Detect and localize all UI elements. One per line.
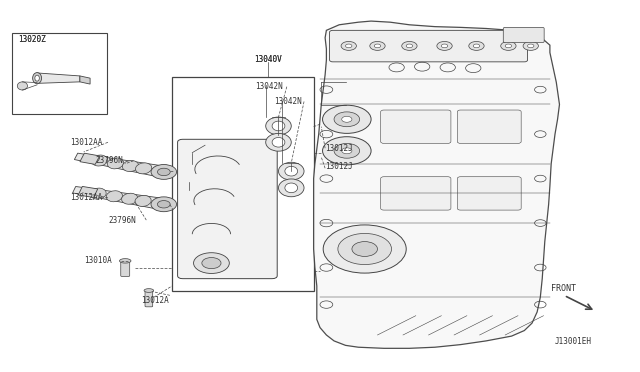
Ellipse shape xyxy=(135,195,151,206)
Circle shape xyxy=(338,234,392,264)
Circle shape xyxy=(505,44,511,48)
Circle shape xyxy=(352,241,378,256)
Text: J13001EH: J13001EH xyxy=(555,337,592,346)
FancyBboxPatch shape xyxy=(330,31,527,62)
Text: 13042N: 13042N xyxy=(274,97,302,106)
Ellipse shape xyxy=(122,161,139,171)
Circle shape xyxy=(157,201,170,208)
Circle shape xyxy=(468,41,484,50)
FancyBboxPatch shape xyxy=(121,260,130,276)
Text: 13020Z: 13020Z xyxy=(19,35,46,44)
FancyBboxPatch shape xyxy=(458,177,521,210)
Ellipse shape xyxy=(108,158,124,169)
Circle shape xyxy=(527,44,534,48)
Circle shape xyxy=(202,257,221,269)
FancyBboxPatch shape xyxy=(503,28,544,42)
Ellipse shape xyxy=(266,117,291,135)
Circle shape xyxy=(193,253,229,273)
Circle shape xyxy=(323,225,406,273)
Bar xyxy=(172,77,314,291)
Text: 13042N: 13042N xyxy=(255,82,283,91)
Circle shape xyxy=(323,105,371,134)
Circle shape xyxy=(523,41,538,50)
Ellipse shape xyxy=(120,259,131,263)
Ellipse shape xyxy=(278,179,304,197)
Ellipse shape xyxy=(33,73,42,84)
Circle shape xyxy=(406,44,413,48)
Circle shape xyxy=(334,112,360,127)
Polygon shape xyxy=(37,73,80,83)
Circle shape xyxy=(342,116,352,122)
Ellipse shape xyxy=(144,289,154,292)
FancyBboxPatch shape xyxy=(145,291,153,307)
Text: 13010A: 13010A xyxy=(84,256,111,265)
Bar xyxy=(12,33,107,114)
Ellipse shape xyxy=(90,188,106,199)
Ellipse shape xyxy=(122,193,138,204)
Text: FRONT: FRONT xyxy=(551,285,576,294)
Ellipse shape xyxy=(266,134,291,151)
Text: 13012J: 13012J xyxy=(325,162,353,171)
Ellipse shape xyxy=(285,183,298,193)
Circle shape xyxy=(402,41,417,50)
Polygon shape xyxy=(78,186,98,198)
Ellipse shape xyxy=(272,137,285,147)
Ellipse shape xyxy=(285,166,298,176)
FancyBboxPatch shape xyxy=(381,177,451,210)
Circle shape xyxy=(370,41,385,50)
Polygon shape xyxy=(74,153,161,176)
Polygon shape xyxy=(72,186,160,209)
Circle shape xyxy=(342,148,352,154)
Text: 23796N: 23796N xyxy=(95,156,123,165)
Ellipse shape xyxy=(35,75,39,81)
Polygon shape xyxy=(80,153,100,164)
Circle shape xyxy=(151,164,177,179)
Ellipse shape xyxy=(17,82,28,90)
Circle shape xyxy=(473,44,479,48)
FancyBboxPatch shape xyxy=(177,139,277,279)
Ellipse shape xyxy=(136,163,152,174)
FancyBboxPatch shape xyxy=(458,110,521,143)
Circle shape xyxy=(346,44,352,48)
Circle shape xyxy=(157,168,170,176)
Ellipse shape xyxy=(272,121,285,131)
Text: 23796N: 23796N xyxy=(108,216,136,225)
Polygon shape xyxy=(314,21,559,348)
Text: 13020Z: 13020Z xyxy=(19,35,46,44)
Text: 13040V: 13040V xyxy=(253,55,282,64)
Circle shape xyxy=(323,137,371,165)
Text: 13012AA: 13012AA xyxy=(70,193,102,202)
Ellipse shape xyxy=(106,191,122,202)
Circle shape xyxy=(437,41,452,50)
Circle shape xyxy=(442,44,448,48)
Ellipse shape xyxy=(92,155,108,166)
Ellipse shape xyxy=(278,162,304,180)
Circle shape xyxy=(334,143,360,158)
FancyBboxPatch shape xyxy=(381,110,451,143)
Text: 13040V: 13040V xyxy=(253,55,282,64)
Text: 13012A: 13012A xyxy=(141,296,169,305)
Text: 13012J: 13012J xyxy=(325,144,353,153)
Circle shape xyxy=(341,41,356,50)
Circle shape xyxy=(500,41,516,50)
Text: 13012AA: 13012AA xyxy=(70,138,102,147)
Polygon shape xyxy=(80,76,90,84)
Circle shape xyxy=(151,197,177,212)
Circle shape xyxy=(374,44,381,48)
